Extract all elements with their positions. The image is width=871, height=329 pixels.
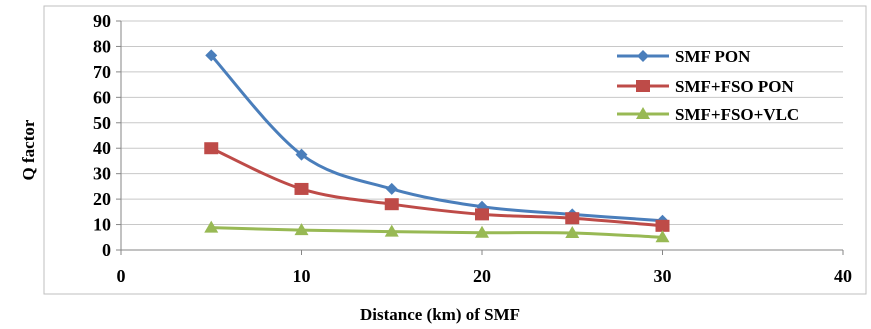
y-axis-title: Q factor (19, 119, 38, 180)
axes (116, 20, 844, 255)
data-point-s1-0 (204, 142, 219, 155)
series-line-0 (210, 54, 663, 223)
y-tick-label-20: 20 (93, 189, 111, 209)
series-line-2 (211, 226, 663, 239)
data-point-s2-4 (565, 225, 580, 238)
data-point-s0-2 (385, 182, 398, 195)
legend-label-0: SMF PON (675, 47, 751, 66)
legend-marker-1 (636, 80, 650, 92)
series-group (204, 49, 670, 243)
tick-labels: 0 10 20 30 40 50 60 70 80 90 0 10 20 30 40 (93, 11, 852, 286)
legend-entry-2: SMF+FSO+VLC (617, 105, 799, 124)
y-tick-label-10: 10 (93, 215, 111, 235)
data-point-s1-2 (384, 198, 399, 211)
y-tick-label-90: 90 (93, 11, 111, 31)
series-line-1 (210, 146, 663, 228)
y-tick-label-60: 60 (93, 87, 111, 107)
data-point-s1-5 (655, 219, 670, 232)
legend: SMF PON SMF+FSO PON SMF+FSO+VLC (617, 47, 799, 124)
data-point-s1-3 (475, 208, 489, 221)
legend-marker-0 (637, 50, 649, 62)
y-tick-label-0: 0 (102, 240, 111, 260)
data-point-s2-3 (475, 225, 489, 238)
x-tick-label-10: 10 (293, 266, 311, 286)
series-0 (205, 49, 669, 227)
data-point-s0-0 (205, 49, 218, 62)
data-point-s1-1 (294, 182, 309, 195)
x-tick-label-20: 20 (473, 266, 491, 286)
data-point-s1-4 (565, 212, 580, 225)
series-1 (204, 142, 670, 232)
data-point-s2-1 (294, 223, 309, 236)
gridlines (121, 20, 843, 226)
legend-marker-2 (636, 107, 650, 119)
series-2 (204, 220, 670, 243)
y-tick-label-70: 70 (93, 62, 111, 82)
y-tick-label-80: 80 (93, 36, 111, 56)
y-tick-label-40: 40 (93, 138, 111, 158)
data-point-s0-1 (295, 148, 308, 161)
data-point-s2-0 (204, 220, 219, 233)
legend-label-1: SMF+FSO PON (675, 77, 794, 96)
data-point-s2-2 (384, 224, 399, 237)
x-tick-label-40: 40 (834, 266, 852, 286)
x-axis-title: Distance (km) of SMF (360, 305, 520, 324)
y-tick-label-30: 30 (93, 164, 111, 184)
x-tick-label-0: 0 (117, 266, 126, 286)
legend-entry-0: SMF PON (617, 47, 751, 66)
x-tick-label-30: 30 (654, 266, 672, 286)
legend-entry-1: SMF+FSO PON (617, 77, 794, 96)
data-point-s2-5 (655, 230, 670, 243)
legend-label-2: SMF+FSO+VLC (675, 105, 799, 124)
y-tick-label-50: 50 (93, 113, 111, 133)
chart-border (43, 5, 867, 295)
